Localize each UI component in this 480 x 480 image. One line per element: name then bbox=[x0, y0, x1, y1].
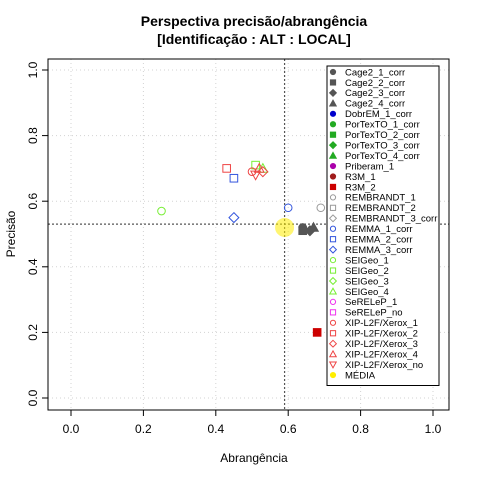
legend-label: REMMA_1_corr bbox=[345, 224, 413, 235]
legend-marker bbox=[329, 194, 337, 201]
x-tick-label: 1.0 bbox=[425, 422, 442, 436]
legend-label: REMBRANDT_1 bbox=[345, 193, 416, 204]
legend-label: SeRELeP_no bbox=[345, 308, 403, 319]
legend-box bbox=[326, 65, 440, 386]
legend-label: XIP-L2F/Xerox_1 bbox=[345, 318, 418, 329]
legend-marker bbox=[329, 162, 337, 170]
legend-label: Cage2_3_corr bbox=[345, 88, 405, 99]
legend-marker bbox=[329, 309, 337, 316]
y-tick-label: 0.8 bbox=[26, 127, 40, 144]
legend-marker bbox=[328, 214, 338, 223]
y-axis-title: Precisão bbox=[4, 210, 18, 257]
x-tick-label: 0.0 bbox=[63, 422, 80, 436]
legend-label: REMMA_2_corr bbox=[345, 235, 413, 246]
legend-label: REMBRANDT_2 bbox=[345, 203, 416, 214]
data-point bbox=[283, 203, 293, 213]
legend-label: DobrEM_1_corr bbox=[345, 109, 412, 120]
legend-marker bbox=[328, 151, 338, 159]
chart-subtitle: [Identificação : ALT : LOCAL] bbox=[157, 31, 351, 47]
legend-label: MÉDIA bbox=[345, 370, 376, 381]
legend-label: Cage2_1_corr bbox=[345, 67, 405, 78]
chart-title: Perspectiva precisão/abrangência bbox=[141, 13, 368, 29]
legend-label: Cage2_4_corr bbox=[345, 99, 405, 110]
legend-marker bbox=[328, 349, 338, 358]
legend-marker bbox=[329, 319, 337, 326]
legend-marker bbox=[328, 287, 338, 295]
data-point bbox=[250, 170, 262, 181]
x-tick-label: 0.8 bbox=[352, 422, 369, 436]
legend-marker bbox=[329, 298, 337, 305]
legend-marker bbox=[329, 68, 337, 76]
data-point bbox=[275, 217, 295, 237]
legend-marker bbox=[328, 99, 338, 107]
legend-marker bbox=[329, 183, 337, 191]
legend-marker bbox=[328, 361, 338, 369]
y-tick-label: 0.2 bbox=[26, 324, 40, 341]
data-point bbox=[316, 203, 326, 213]
legend-label: SEIGeo_3 bbox=[345, 276, 389, 287]
legend-label: PorTexTO_3_corr bbox=[345, 140, 420, 151]
legend-marker bbox=[329, 121, 337, 128]
legend-marker bbox=[329, 131, 337, 138]
legend-marker bbox=[329, 371, 337, 379]
legend-marker bbox=[329, 267, 337, 274]
axes: 0.0 0.2 0.4 0.6 0.8 1.0 0.0 0.2 0.4 0.6 0.8 1.0 bbox=[26, 61, 442, 436]
legend-label: SEIGeo_2 bbox=[345, 266, 389, 277]
legend-label: PorTexTO_2_corr bbox=[345, 130, 420, 141]
legend-label: R3M_1 bbox=[345, 172, 376, 183]
legend-label: XIP-L2F/Xerox_3 bbox=[345, 339, 418, 350]
x-tick-label: 0.2 bbox=[135, 422, 152, 436]
x-tick-label: 0.4 bbox=[207, 422, 224, 436]
y-tick-label: 0.0 bbox=[26, 389, 40, 406]
data-point bbox=[312, 328, 322, 337]
legend-marker bbox=[329, 204, 337, 211]
legend-label: SEIGeo_4 bbox=[345, 287, 389, 298]
legend-label: SeRELeP_1 bbox=[345, 297, 397, 308]
data-point bbox=[229, 173, 239, 183]
y-tick-label: 1.0 bbox=[26, 61, 40, 78]
legend: Cage2_1_corrCage2_2_corrCage2_3_corrCage… bbox=[326, 65, 440, 386]
x-tick-label: 0.6 bbox=[280, 422, 297, 436]
legend-marker bbox=[328, 339, 338, 348]
legend-label: R3M_2 bbox=[345, 182, 376, 193]
y-tick-label: 0.4 bbox=[26, 258, 40, 275]
legend-marker bbox=[328, 141, 338, 150]
reference-lines bbox=[48, 59, 449, 410]
data-point bbox=[247, 167, 257, 176]
legend-label: XIP-L2F/Xerox_4 bbox=[345, 349, 418, 360]
legend-marker bbox=[329, 330, 337, 337]
legend-marker bbox=[329, 173, 337, 180]
data-point bbox=[251, 160, 260, 170]
legend-label: XIP-L2F/Xerox_no bbox=[345, 360, 423, 371]
legend-label: PorTexTO_1_corr bbox=[345, 120, 420, 131]
legend-label: PorTexTO_4_corr bbox=[345, 151, 420, 162]
plot-frame bbox=[47, 58, 450, 411]
x-axis-title: Abrangência bbox=[220, 451, 288, 465]
legend-marker bbox=[329, 257, 337, 264]
legend-marker bbox=[329, 236, 337, 243]
legend-marker bbox=[329, 79, 337, 86]
data-point bbox=[307, 221, 320, 232]
y-tick-label: 0.6 bbox=[26, 193, 40, 210]
legend-label: REMMA_3_corr bbox=[345, 245, 413, 256]
legend-label: XIP-L2F/Xerox_2 bbox=[345, 329, 418, 340]
data-point bbox=[257, 166, 269, 178]
legend-marker bbox=[328, 245, 338, 254]
legend-marker bbox=[329, 110, 337, 117]
legend-marker bbox=[329, 225, 337, 232]
legend-label: Cage2_2_corr bbox=[345, 78, 405, 89]
legend-label: SEIGeo_1 bbox=[345, 255, 389, 266]
data-points bbox=[157, 160, 326, 337]
legend-label: REMBRANDT_3_corr bbox=[345, 214, 437, 225]
data-point bbox=[228, 211, 240, 224]
legend-label: Priberam_1 bbox=[345, 161, 394, 172]
data-point bbox=[157, 206, 166, 216]
legend-marker bbox=[328, 88, 338, 97]
legend-marker bbox=[328, 276, 338, 286]
data-point bbox=[222, 164, 231, 173]
